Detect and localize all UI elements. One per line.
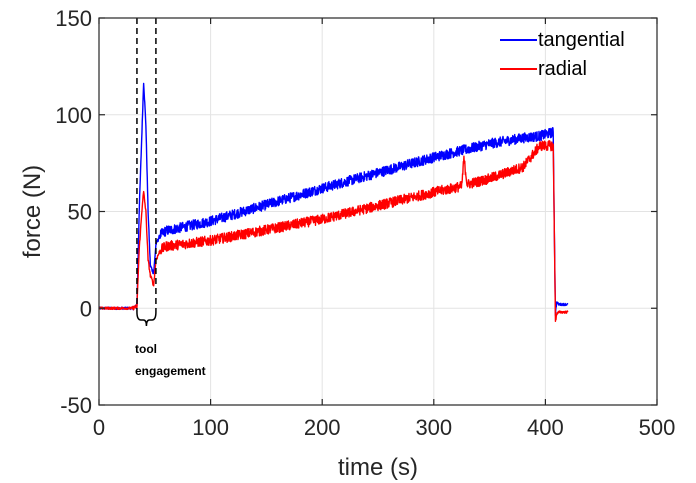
x-axis-label: time (s)	[338, 454, 418, 481]
legend-label-tangential: tangential	[538, 29, 625, 51]
series-line-tangential	[98, 82, 569, 317]
series-lines	[98, 82, 569, 323]
x-tick-label-500: 500	[639, 415, 676, 440]
y-tick-label-100: 100	[55, 103, 92, 128]
y-tick-label-150: 150	[55, 6, 92, 31]
y-tick-label-0: 0	[80, 296, 92, 321]
tool-engagement-annotation: tool engagement	[135, 18, 206, 378]
x-tick-label-100: 100	[192, 415, 229, 440]
annotation-label-line-1: tool	[135, 342, 157, 356]
engagement-brace	[136, 311, 157, 327]
x-tick-label-300: 300	[415, 415, 452, 440]
series-line-radial	[98, 140, 569, 323]
x-tick-label-400: 400	[527, 415, 564, 440]
legend-label-radial: radial	[538, 58, 587, 80]
x-tick-label-0: 0	[93, 415, 105, 440]
annotation-label-line-2: engagement	[135, 364, 206, 378]
x-tick-label-200: 200	[304, 415, 341, 440]
legend: tangential radial	[500, 29, 625, 80]
y-axis-label: force (N)	[19, 165, 46, 258]
y-tick-label-50: 50	[68, 200, 92, 225]
y-tick-label--50: -50	[60, 393, 92, 418]
